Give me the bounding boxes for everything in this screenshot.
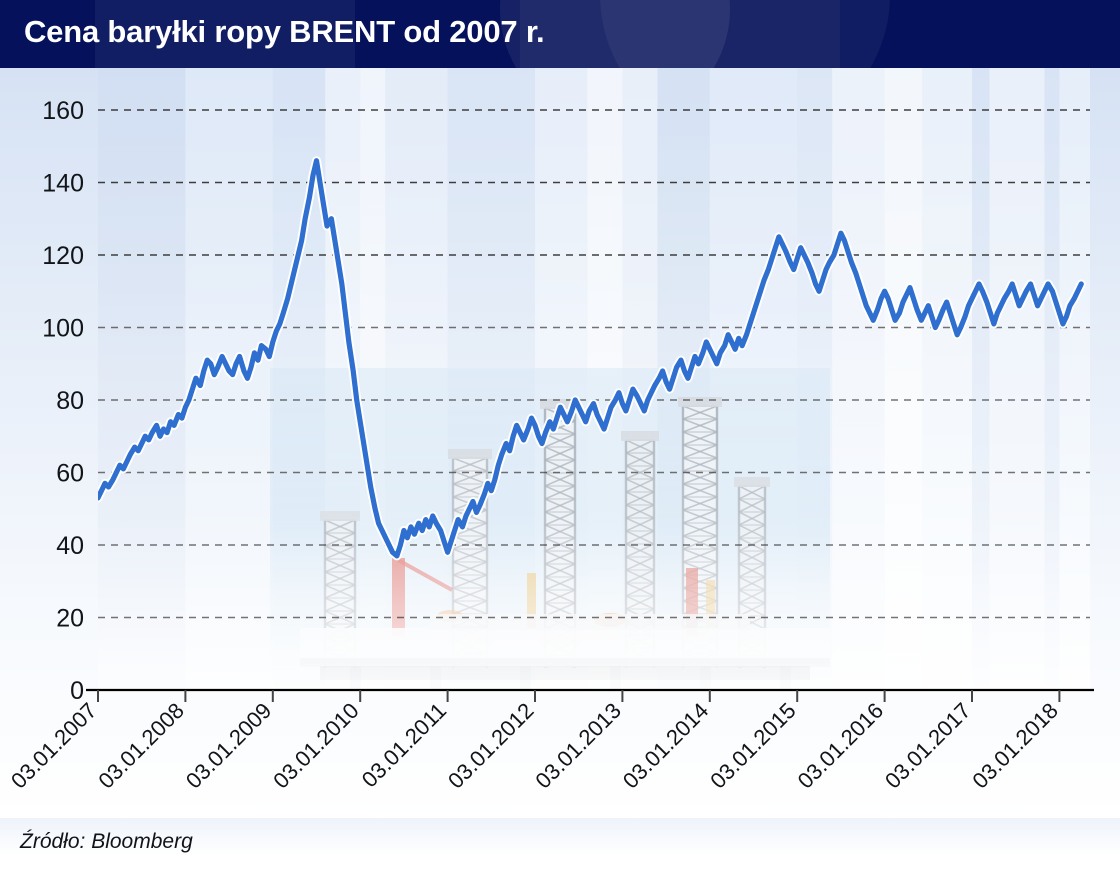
header-decor-circle-1 (500, 0, 730, 68)
header-bar: Cena baryłki ropy BRENT od 2007 r. (0, 0, 1120, 68)
y-tick-label: 100 (42, 315, 84, 343)
price-line (98, 158, 1084, 559)
y-tick-label: 0 (70, 677, 84, 705)
y-tick-label: 40 (56, 532, 84, 560)
footer-bar: Źródło: Bloomberg (0, 818, 1120, 880)
y-tick-label: 20 (56, 605, 84, 633)
y-tick-label: 80 (56, 387, 84, 415)
header-decor-band-1 (95, 0, 355, 68)
chart-area: 0 20 40 60 80 100 120 140 160 03.01.2007 03.01.20… (0, 68, 1120, 818)
y-tick-label: 140 (42, 170, 84, 198)
y-tick-label: 160 (42, 97, 84, 125)
y-tick-label: 120 (42, 242, 84, 270)
x-axis (86, 688, 1094, 702)
oil-rig-photo-backdrop (98, 110, 1090, 690)
y-axis-labels: 0 20 40 60 80 100 120 140 160 (42, 97, 84, 705)
header-decor-circle-2 (600, 0, 890, 68)
header-decor-band-2 (520, 0, 840, 68)
price-series-group (98, 156, 1086, 561)
y-tick-label: 60 (56, 460, 84, 488)
source-note: Źródło: Bloomberg (20, 830, 193, 853)
page-title: Cena baryłki ropy BRENT od 2007 r. (24, 14, 545, 49)
